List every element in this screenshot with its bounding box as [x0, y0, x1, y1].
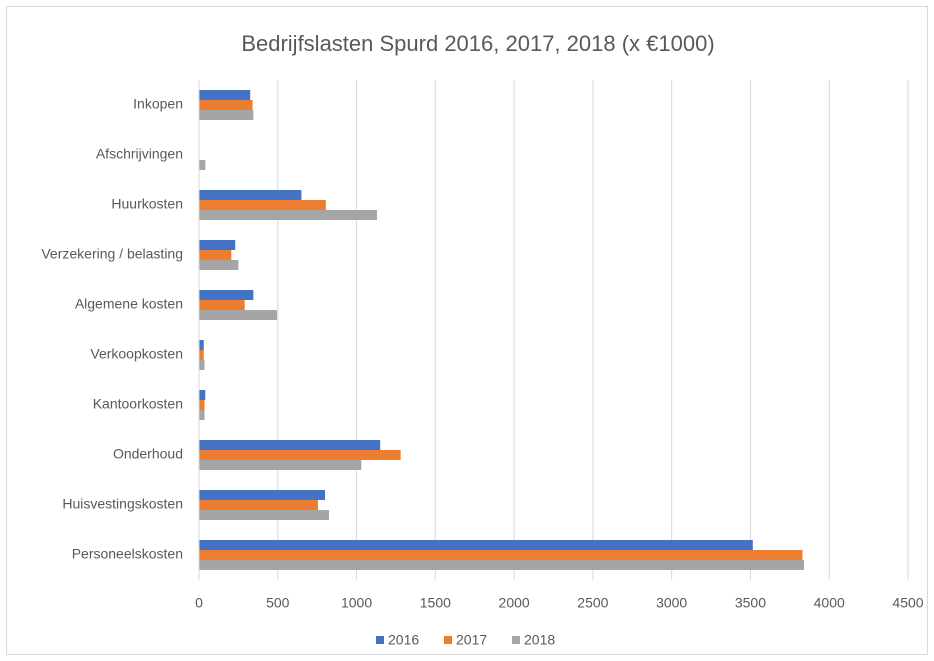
legend-label: 2016: [388, 632, 419, 648]
bar: [199, 450, 401, 460]
bar: [199, 240, 236, 250]
x-tick-label: 3000: [656, 595, 687, 611]
legend-swatch: [444, 636, 452, 644]
x-tick-label: 1500: [420, 595, 451, 611]
y-tick-label: Algemene kosten: [75, 296, 183, 312]
y-tick-label: Verkoopkosten: [90, 346, 183, 362]
x-tick-label: 1000: [341, 595, 372, 611]
x-tick-label: 4000: [814, 595, 845, 611]
legend-label: 2017: [456, 632, 487, 648]
legend-swatch: [376, 636, 384, 644]
bar: [199, 90, 251, 100]
bar: [199, 540, 753, 550]
legend-swatch: [512, 636, 520, 644]
bar: [199, 350, 204, 360]
bar: [199, 290, 254, 300]
bar: [199, 460, 362, 470]
x-tick-label: 3500: [735, 595, 766, 611]
bar: [199, 160, 206, 170]
y-tick-label: Verzekering / belasting: [41, 246, 183, 262]
y-tick-label: Huisvestingskosten: [62, 496, 183, 512]
legend-label: 2018: [524, 632, 555, 648]
x-tick-label: 2500: [577, 595, 608, 611]
y-tick-label: Onderhoud: [113, 446, 183, 462]
y-tick-label: Kantoorkosten: [93, 396, 183, 412]
bar: [199, 440, 381, 450]
bar: [199, 550, 803, 560]
y-tick-label: Inkopen: [133, 96, 183, 112]
bar: [199, 310, 277, 320]
bar: [199, 110, 254, 120]
bar: [199, 500, 318, 510]
bar: [199, 400, 205, 410]
bar: [199, 560, 805, 570]
bar: [199, 190, 302, 200]
bar: [199, 490, 326, 500]
bar: [199, 100, 253, 110]
bar: [199, 410, 205, 420]
bar: [199, 340, 204, 350]
bar: [199, 390, 206, 400]
bar: [199, 510, 329, 520]
y-tick-label: Huurkosten: [111, 196, 183, 212]
x-tick-label: 500: [266, 595, 290, 611]
y-tick-label: Personeelskosten: [72, 546, 183, 562]
bar: [199, 300, 245, 310]
chart-title: Bedrijfslasten Spurd 2016, 2017, 2018 (x…: [241, 31, 714, 56]
bar: [199, 210, 378, 220]
bar: [199, 360, 205, 370]
y-tick-label: Afschrijvingen: [96, 146, 183, 162]
bar: [199, 200, 326, 210]
bar: [199, 250, 232, 260]
bar: [199, 260, 239, 270]
x-tick-label: 4500: [892, 595, 923, 611]
x-tick-label: 2000: [499, 595, 530, 611]
x-tick-label: 0: [195, 595, 203, 611]
